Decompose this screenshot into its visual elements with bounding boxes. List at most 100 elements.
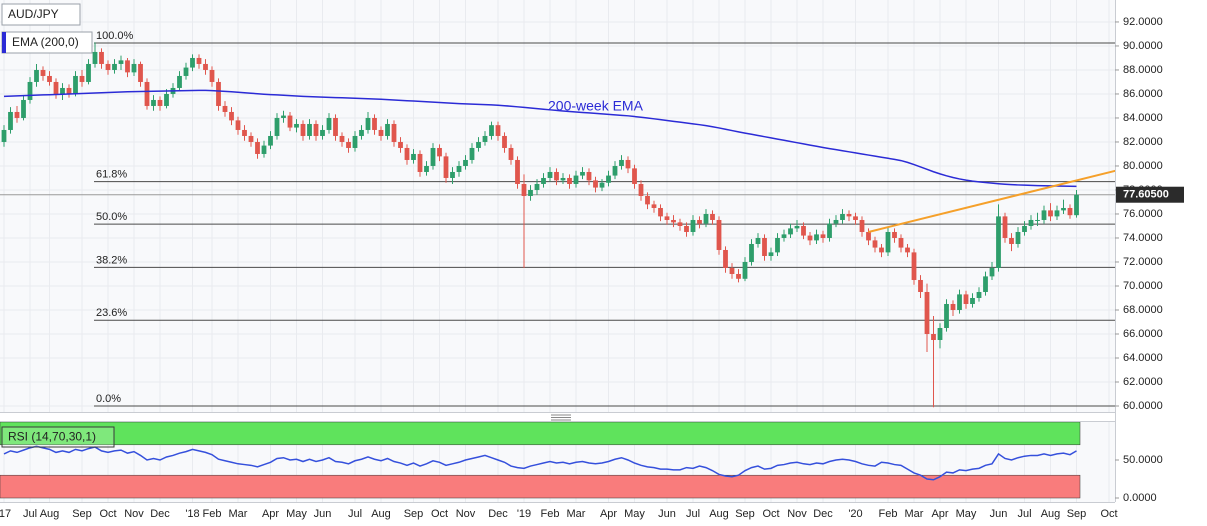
x-tick-label: Feb — [203, 508, 222, 520]
candle-body — [560, 177, 566, 181]
candle-body — [463, 159, 468, 166]
x-tick-label: Aug — [1041, 508, 1061, 520]
y-tick-label: 64.0000 — [1123, 352, 1163, 364]
candle-body — [573, 175, 579, 184]
candle-body — [963, 294, 969, 304]
candle-body — [1028, 219, 1034, 226]
candle-body — [125, 60, 130, 73]
candle-body — [690, 219, 696, 232]
candle-body — [762, 237, 767, 256]
candle-body — [339, 135, 345, 142]
candle-body — [307, 123, 312, 136]
candle-body — [27, 81, 33, 100]
candle-body — [918, 279, 923, 292]
candle-body — [970, 297, 975, 304]
candle-body — [1, 129, 7, 142]
candle-body — [814, 234, 819, 241]
candle-body — [255, 141, 260, 154]
candle-body — [976, 291, 982, 298]
x-tick-label: May — [286, 508, 307, 520]
candle-body — [183, 67, 189, 76]
x-tick-label: '19 — [517, 508, 531, 520]
candle-body — [300, 123, 306, 136]
candle-body — [1009, 237, 1014, 244]
candle-body — [599, 182, 605, 188]
y-tick-label: 86.0000 — [1123, 88, 1163, 100]
candle-body — [430, 147, 436, 166]
candle-body — [755, 237, 761, 244]
candle-body — [1048, 210, 1053, 217]
y-tick-label: 72.0000 — [1123, 256, 1163, 268]
candle-body — [313, 123, 319, 136]
candle-body — [92, 51, 98, 64]
candle-body — [775, 237, 780, 253]
candle-body — [248, 135, 254, 142]
x-tick-label: Nov — [787, 508, 807, 520]
candle-body — [1054, 210, 1060, 217]
candle-body — [768, 252, 774, 256]
candle-body — [1035, 219, 1040, 221]
candle-body — [554, 171, 559, 181]
fib-label: 61.8% — [96, 168, 127, 180]
candle-body — [866, 231, 871, 241]
candle-body — [983, 276, 988, 292]
y-tick-label: 70.0000 — [1123, 280, 1163, 292]
x-tick-label: Jul — [1017, 508, 1031, 520]
candle-body — [352, 135, 358, 148]
ema-annotation: 200-week EMA — [548, 98, 644, 114]
overbought-zone — [0, 422, 1081, 446]
candle-body — [502, 135, 507, 148]
y-tick-label: 82.0000 — [1123, 136, 1163, 148]
rsi-legend-box[interactable] — [1, 426, 115, 448]
candle-body — [365, 117, 371, 130]
candle-body — [157, 99, 163, 106]
candle-body — [853, 216, 858, 220]
candle-body — [222, 105, 228, 112]
candle-body — [801, 225, 806, 236]
x-tick-label: Dec — [488, 508, 508, 520]
y-tick-label: 62.0000 — [1123, 376, 1163, 388]
rsi-tick-label: 0.0000 — [1123, 492, 1157, 504]
candle-body — [242, 129, 247, 136]
x-tick-label: May — [624, 508, 645, 520]
candle-body — [105, 63, 111, 70]
y-tick-label: 66.0000 — [1123, 328, 1163, 340]
pane-resize-handle[interactable] — [551, 414, 571, 421]
candle-body — [53, 81, 59, 94]
fib-label: 38.2% — [96, 254, 127, 266]
x-tick-label: Sep — [404, 508, 424, 520]
candle-body — [580, 171, 585, 176]
rsi-legend: RSI (14,70,30,1) — [8, 430, 96, 444]
candle-body — [151, 99, 156, 106]
rsi-tick-label: 50.0000 — [1123, 454, 1163, 466]
title-box[interactable] — [1, 3, 81, 26]
candle-body — [216, 81, 221, 106]
x-tick-label: Mar — [229, 508, 248, 520]
candle-body — [742, 261, 748, 279]
candle-body — [534, 183, 540, 190]
candle-body — [177, 75, 182, 88]
candle-body — [905, 247, 910, 253]
candle-body — [235, 120, 241, 130]
candle-body — [528, 189, 533, 196]
candle-body — [658, 207, 663, 217]
x-tick-label: Oct — [431, 508, 448, 520]
rsi-layer — [0, 422, 1081, 499]
ema-legend: EMA (200,0) — [12, 35, 79, 49]
y-tick-label: 88.0000 — [1123, 64, 1163, 76]
candle-body — [729, 267, 735, 274]
x-tick-label: Oct — [762, 508, 779, 520]
x-tick-label: Jun — [658, 508, 676, 520]
x-tick-label: Aug — [371, 508, 391, 520]
candle-body — [710, 213, 715, 220]
y-tick-label: 90.0000 — [1123, 40, 1163, 52]
candle-body — [209, 69, 215, 82]
last-price-label: 77.60500 — [1123, 189, 1169, 201]
candle-body — [40, 69, 46, 76]
x-tick-label: Nov — [456, 508, 476, 520]
x-tick-label: '17 — [0, 508, 11, 520]
candle-body — [450, 171, 455, 178]
candle-body — [144, 81, 150, 106]
candle-body — [398, 141, 403, 148]
candle-body — [346, 141, 351, 148]
